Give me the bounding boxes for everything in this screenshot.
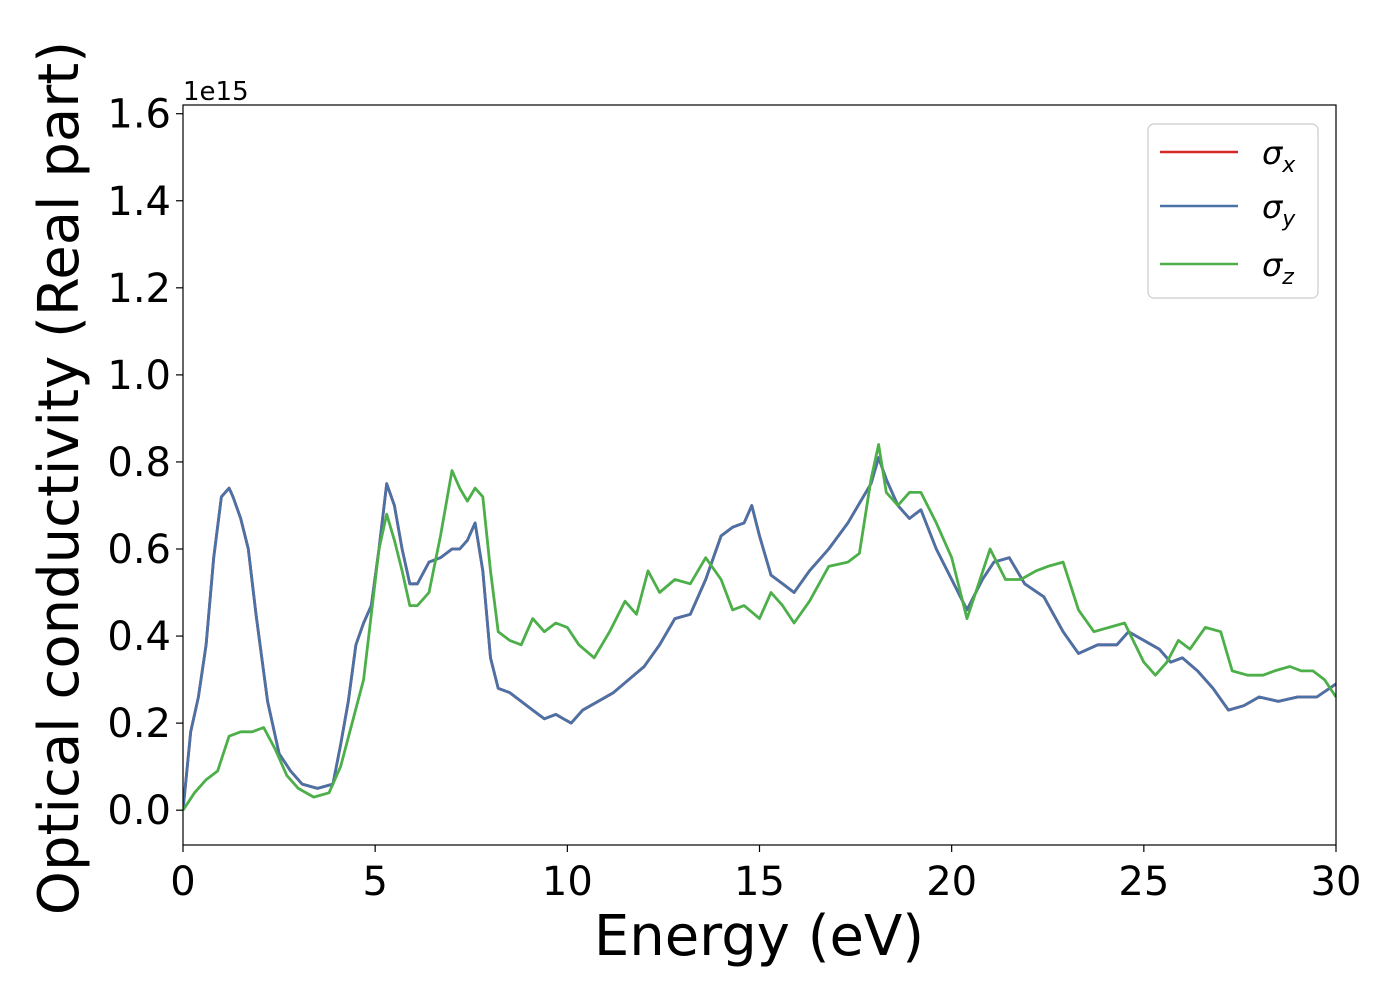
legend-label-sigma-y: σy: [1262, 188, 1296, 232]
legend-label-sigma-x: σx: [1262, 134, 1296, 178]
y-tick-label: 0.2: [107, 701, 171, 747]
plot-frame: [182, 104, 1337, 846]
y-tick-label: 1.0: [107, 353, 171, 399]
y-tick-label: 0.0: [107, 788, 171, 834]
y-axis-ticks: 0.0 0.2 0.4 0.6 0.8 1.0 1.2 1.4 1.6: [107, 92, 183, 834]
x-tick-label: 5: [362, 859, 387, 905]
series-layer: [183, 443, 1336, 811]
x-tick-label: 10: [542, 859, 593, 905]
x-tick-label: 30: [1311, 859, 1362, 905]
y-tick-label: 1.2: [107, 266, 171, 312]
x-tick-label: 20: [926, 859, 977, 905]
y-tick-label: 0.6: [107, 527, 171, 573]
series-line-y: [183, 456, 1336, 811]
y-axis-label: Optical conductivity (Real part): [27, 41, 92, 915]
x-axis-label: Energy (eV): [594, 904, 924, 969]
y-offset-label: 1e15: [183, 77, 249, 107]
x-tick-label: 0: [170, 859, 195, 905]
legend-box: [1147, 123, 1319, 299]
y-tick-label: 1.6: [107, 92, 171, 138]
x-tick-label: 15: [734, 859, 785, 905]
y-tick-label: 0.4: [107, 614, 171, 660]
legend-label-sigma-z: σz: [1262, 246, 1294, 290]
y-tick-label: 0.8: [107, 440, 171, 486]
legend: σx σy σz: [1147, 123, 1319, 299]
x-tick-label: 25: [1118, 859, 1169, 905]
x-axis-ticks: 0 5 10 15 20 25 30: [170, 845, 1361, 905]
y-tick-label: 1.4: [107, 179, 171, 225]
series-line-z: [183, 443, 1336, 811]
